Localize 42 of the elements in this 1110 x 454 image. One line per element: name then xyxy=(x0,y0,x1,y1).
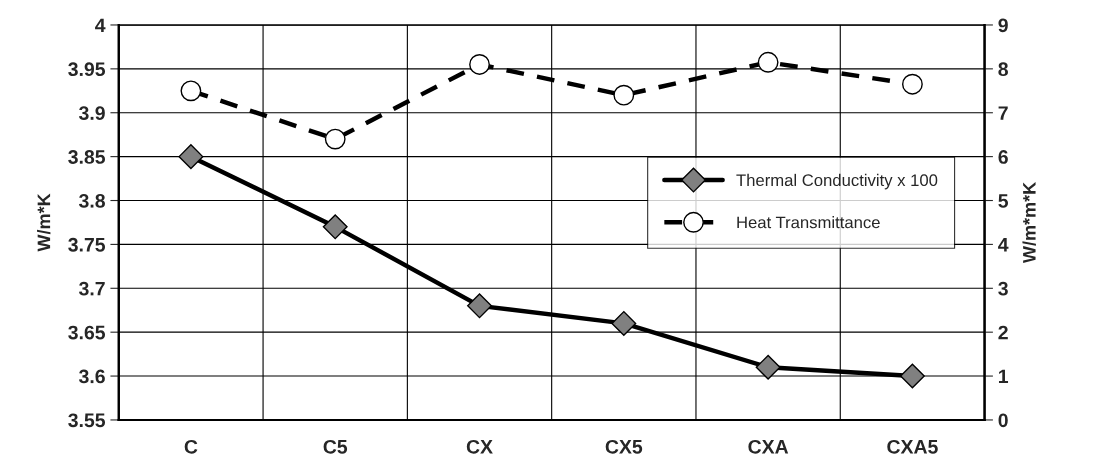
y-tick-label: 3.95 xyxy=(68,62,106,77)
y-tick-label: 3.8 xyxy=(78,193,105,208)
x-tick-label: C xyxy=(184,439,198,454)
y-tick-label: 3.65 xyxy=(68,325,106,340)
y2-tick-label: 7 xyxy=(998,106,1008,120)
legend-label: Heat Transmittance xyxy=(737,216,880,229)
y2-tick-label: 8 xyxy=(998,62,1008,77)
y-tick-label: 3.9 xyxy=(78,106,105,121)
y-axis-title: W/m*K xyxy=(37,193,51,252)
x-tick-label: CXA xyxy=(748,439,789,454)
point xyxy=(322,214,348,240)
point xyxy=(467,293,492,319)
y2-tick-label: 1 xyxy=(998,369,1009,384)
y2-tick-label: 3 xyxy=(998,281,1008,296)
point xyxy=(324,128,346,150)
x-tick-label: CX5 xyxy=(605,439,643,454)
point xyxy=(611,310,637,336)
point xyxy=(902,73,923,95)
y-tick-label: 3.75 xyxy=(68,237,106,252)
y2-tick-label: 9 xyxy=(998,18,1008,33)
point xyxy=(755,354,781,380)
y2-tick-label: 0 xyxy=(998,413,1008,428)
point xyxy=(469,54,490,75)
point xyxy=(180,80,202,102)
y-tick-label: 3.6 xyxy=(78,369,105,384)
legend-label: Thermal Conductivity x 100 xyxy=(736,173,938,190)
y2-tick-label: 4 xyxy=(998,238,1009,252)
point xyxy=(757,51,779,73)
x-tick-label: C5 xyxy=(323,439,348,454)
y-tick-label: 3.7 xyxy=(78,281,105,296)
point xyxy=(178,144,204,170)
point xyxy=(613,84,635,106)
y-tick-label: 3.55 xyxy=(68,413,106,428)
x-tick-label: CXA5 xyxy=(887,439,938,454)
y-tick-label: 4 xyxy=(95,18,106,33)
x-tick-label: CX xyxy=(466,439,493,454)
y2-tick-label: 5 xyxy=(998,194,1009,208)
y2-tick-label: 6 xyxy=(998,150,1008,164)
point xyxy=(899,363,925,389)
y2-tick-label: 2 xyxy=(998,325,1008,340)
y2-axis-title: W/m*m*K xyxy=(1022,182,1036,264)
y-tick-label: 3.85 xyxy=(68,150,106,164)
